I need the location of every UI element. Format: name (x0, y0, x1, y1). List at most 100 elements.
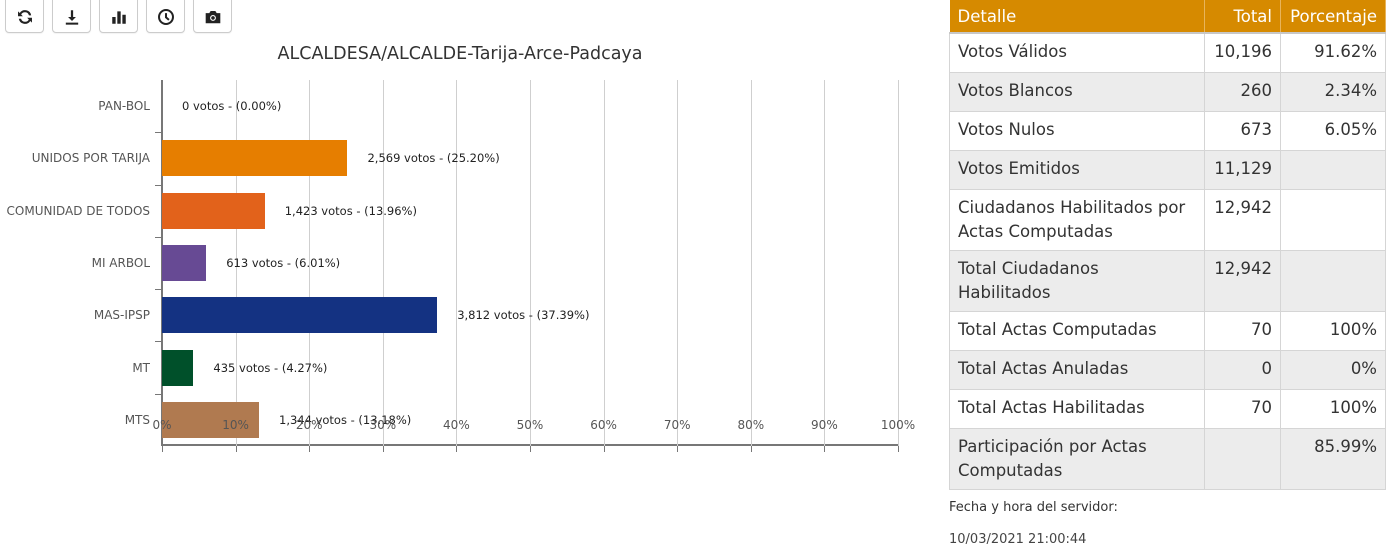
x-tick (750, 446, 752, 452)
bar-data-label: 0 votos - (0.00%) (182, 99, 282, 114)
percent-cell (1280, 188, 1386, 251)
total-cell: 12,942 (1204, 188, 1281, 251)
history-button[interactable] (146, 0, 185, 33)
refresh-icon (17, 9, 32, 24)
camera-icon (205, 10, 220, 23)
bar-data-label: 435 votos - (4.27%) (213, 360, 328, 375)
detail-cell: Total Actas Computadas (949, 310, 1205, 351)
percent-cell: 100% (1280, 388, 1386, 429)
table-row: Ciudadanos Habilitados por Actas Computa… (949, 188, 1386, 251)
y-tick (155, 393, 162, 395)
results-summary-table: Detalle Total Porcentaje Votos Válidos 10… (949, 0, 1386, 490)
bar-chart-icon (111, 10, 126, 24)
x-tick (898, 446, 899, 452)
table-row: Total Actas Habilitadas 70 100% (949, 388, 1386, 429)
percent-cell: 2.34% (1280, 71, 1386, 112)
bar-chart-button[interactable] (99, 0, 138, 33)
download-button[interactable] (52, 0, 91, 33)
gridline (382, 80, 384, 446)
gridline (750, 80, 752, 446)
category-label: MAS-IPSP (93, 308, 150, 323)
gridline (309, 80, 311, 446)
table-row: Participación por Actas Computadas 85.99% (949, 427, 1386, 490)
bar[interactable] (162, 297, 438, 334)
bar[interactable] (162, 140, 348, 177)
total-cell (1204, 427, 1281, 490)
category-label: UNIDOS POR TARIJA (31, 151, 150, 166)
chart-title: ALCALDESA/ALCALDE-Tarija-Arce-Padcaya (277, 44, 643, 64)
plot-area: 0 votos - (0.00%) 2,569 votos - (25.20%) 1… (155, 80, 899, 452)
total-cell: 260 (1204, 71, 1281, 112)
refresh-button[interactable] (5, 0, 44, 33)
download-icon (65, 9, 78, 25)
detail-cell: Votos Emitidos (949, 149, 1205, 190)
x-tick-label: 90% (811, 418, 838, 432)
x-tick-label: 100% (880, 418, 916, 432)
total-cell: 0 (1204, 349, 1281, 390)
detail-cell: Votos Nulos (949, 110, 1205, 151)
x-tick-label: 70% (663, 418, 691, 432)
y-tick (155, 341, 162, 343)
x-tick (162, 446, 163, 452)
gridline (235, 80, 237, 446)
percent-cell: 85.99% (1280, 427, 1386, 490)
table-row: Total Actas Computadas 70 100% (949, 310, 1386, 351)
bar[interactable] (162, 349, 194, 386)
x-tick-label: 40% (443, 418, 470, 432)
percent-cell: 100% (1280, 310, 1386, 351)
y-tick (155, 184, 162, 186)
total-cell: 11,129 (1204, 149, 1281, 190)
bar[interactable] (162, 245, 207, 281)
x-tick (677, 446, 679, 452)
x-tick-label: 30% (369, 418, 397, 432)
total-cell: 10,196 (1204, 32, 1281, 73)
gridline (824, 80, 826, 446)
gridline (898, 80, 899, 446)
x-tick (603, 446, 605, 452)
detail-cell: Participación por Actas Computadas (949, 427, 1205, 490)
bar-data-label: 3,812 votos - (37.39%) (457, 308, 590, 323)
x-tick-label: 10% (222, 418, 249, 432)
category-label: COMUNIDAD DE TODOS (6, 203, 150, 218)
chart-toolbar (5, 0, 232, 33)
clock-icon (157, 8, 174, 25)
total-cell: 70 (1204, 310, 1281, 351)
percent-cell: 0% (1280, 349, 1386, 390)
category-label: PAN-BOL (98, 99, 150, 114)
bar-data-label: 2,569 votos - (25.20%) (367, 151, 500, 166)
x-tick (456, 446, 458, 452)
gridline (530, 80, 531, 446)
x-tick-label: 50% (516, 418, 544, 432)
x-tick-label: 80% (737, 418, 765, 432)
category-label: MTS (124, 412, 150, 427)
total-cell: 673 (1204, 110, 1281, 151)
x-tick (530, 446, 531, 452)
header-percent: Porcentaje (1280, 0, 1386, 34)
table-row: Votos Nulos 673 6.05% (949, 110, 1386, 151)
total-cell: 12,942 (1204, 249, 1281, 312)
detail-cell: Total Ciudadanos Habilitados (949, 249, 1205, 312)
server-time-label: Fecha y hora del servidor: (949, 500, 1118, 515)
table-row: Votos Blancos 260 2.34% (949, 71, 1386, 112)
detail-cell: Votos Válidos (949, 32, 1205, 73)
table-header-row: Detalle Total Porcentaje (949, 0, 1386, 34)
detail-cell: Ciudadanos Habilitados por Actas Computa… (949, 188, 1205, 251)
detail-cell: Total Actas Habilitadas (949, 388, 1205, 429)
table-row: Total Ciudadanos Habilitados 12,942 (949, 249, 1386, 312)
bar-data-label: 613 votos - (6.01%) (226, 256, 341, 270)
x-tick (382, 446, 384, 452)
votes-bar-chart: ALCALDESA/ALCALDE-Tarija-Arce-Padcaya 0 … (0, 40, 930, 480)
table-row: Votos Emitidos 11,129 (949, 149, 1386, 190)
bar[interactable] (162, 192, 265, 229)
header-total: Total (1204, 0, 1281, 34)
category-label: MT (132, 360, 150, 375)
percent-cell (1280, 149, 1386, 190)
x-tick-label: 60% (590, 418, 617, 432)
y-tick (155, 236, 162, 238)
screenshot-button[interactable] (193, 0, 232, 33)
x-tick-label: 0% (152, 418, 172, 432)
table-row: Total Actas Anuladas 0 0% (949, 349, 1386, 390)
y-tick (155, 289, 162, 291)
bar[interactable] (162, 401, 259, 438)
category-label: MI ARBOL (91, 256, 150, 270)
